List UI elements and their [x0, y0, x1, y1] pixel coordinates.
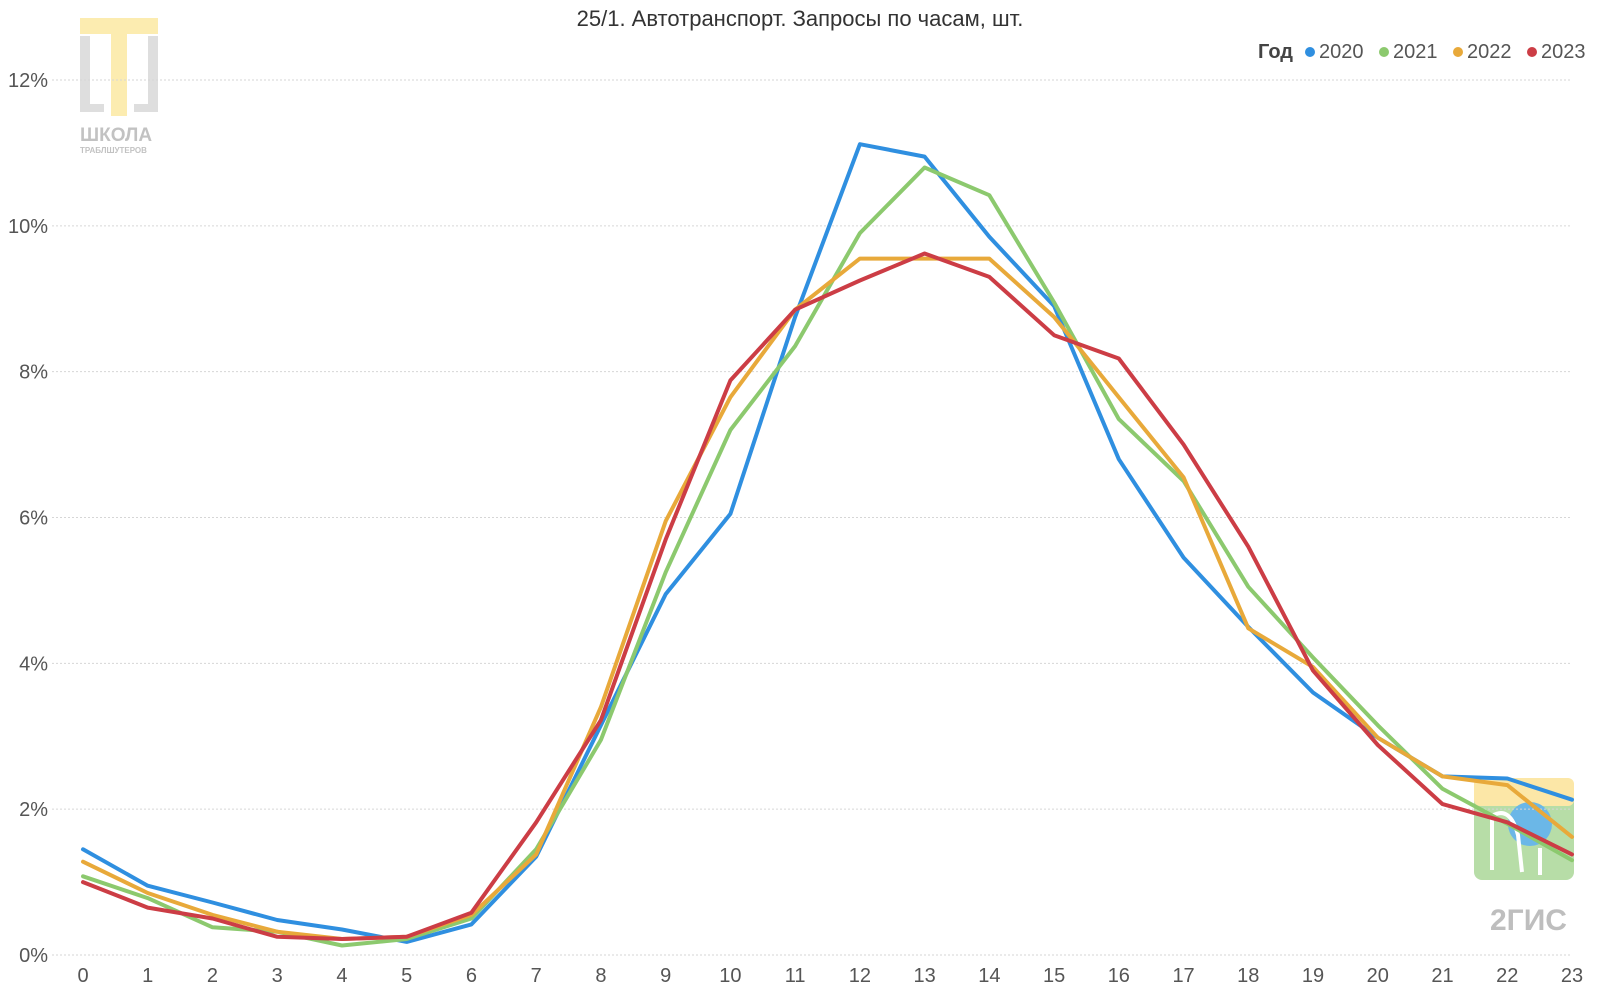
series-lines — [81, 142, 1574, 948]
x-tick-label: 11 — [785, 965, 806, 987]
legend-label-2021: 2021 — [1393, 41, 1438, 63]
x-tick-label: 10 — [719, 965, 741, 987]
y-tick-label: 6% — [19, 508, 48, 530]
school-logo-text: ШКОЛА — [80, 125, 152, 146]
x-tick-label: 4 — [336, 965, 347, 987]
series-line-2020 — [81, 142, 1574, 944]
y-tick-label: 2% — [19, 799, 48, 821]
school-logo-subtext: ТРАБЛШУТЕРОВ — [80, 146, 147, 155]
x-tick-label: 21 — [1431, 965, 1453, 987]
x-tick-label: 13 — [913, 965, 935, 987]
x-tick-label: 6 — [466, 965, 477, 987]
y-tick-label: 4% — [19, 653, 48, 675]
y-tick-label: 12% — [8, 70, 48, 92]
x-tick-label: 19 — [1302, 965, 1324, 987]
y-axis: 0% 2% 4% 6% 8% 10% 12% — [8, 70, 48, 967]
x-tick-label: 0 — [77, 965, 88, 987]
y-tick-label: 10% — [8, 216, 48, 238]
legend-marker-2021 — [1379, 47, 1389, 57]
chart-title: 25/1. Автотранспорт. Запросы по часам, ш… — [577, 6, 1024, 31]
x-tick-label: 20 — [1367, 965, 1389, 987]
y-tick-label: 8% — [19, 362, 48, 384]
legend-label-2023: 2023 — [1541, 41, 1586, 63]
legend: Год 2020 2021 2022 2023 — [1258, 41, 1586, 63]
legend-title: Год — [1258, 41, 1293, 63]
x-axis: 0 1 2 3 4 5 6 7 8 9 10 11 12 13 14 15 16 17 18 19 20 21 22 23 — [77, 965, 1583, 987]
x-tick-label: 9 — [660, 965, 671, 987]
x-tick-label: 7 — [531, 965, 542, 987]
x-tick-label: 12 — [849, 965, 871, 987]
x-tick-label: 23 — [1561, 965, 1583, 987]
school-logo-watermark: ШКОЛА ТРАБЛШУТЕРОВ — [80, 18, 158, 155]
series-line-2021 — [81, 165, 1574, 948]
x-tick-label: 18 — [1237, 965, 1259, 987]
x-tick-label: 17 — [1172, 965, 1194, 987]
legend-label-2022: 2022 — [1467, 41, 1512, 63]
gridlines — [52, 79, 1572, 956]
x-tick-label: 14 — [978, 965, 1000, 987]
x-tick-label: 2 — [207, 965, 218, 987]
2gis-logo-watermark: 2ГИС — [1474, 778, 1574, 937]
x-tick-label: 5 — [401, 965, 412, 987]
series-line-2022 — [81, 256, 1574, 941]
legend-marker-2023 — [1527, 47, 1537, 57]
legend-marker-2022 — [1453, 47, 1463, 57]
x-tick-label: 15 — [1043, 965, 1065, 987]
x-tick-label: 22 — [1496, 965, 1518, 987]
legend-label-2020: 2020 — [1319, 41, 1364, 63]
2gis-logo-text: 2ГИС — [1490, 904, 1567, 937]
y-tick-label: 0% — [19, 945, 48, 967]
x-tick-label: 16 — [1108, 965, 1130, 987]
series-line-2023 — [81, 251, 1574, 941]
x-tick-label: 1 — [142, 965, 153, 987]
legend-marker-2020 — [1305, 47, 1315, 57]
x-tick-label: 8 — [595, 965, 606, 987]
x-tick-label: 3 — [272, 965, 283, 987]
